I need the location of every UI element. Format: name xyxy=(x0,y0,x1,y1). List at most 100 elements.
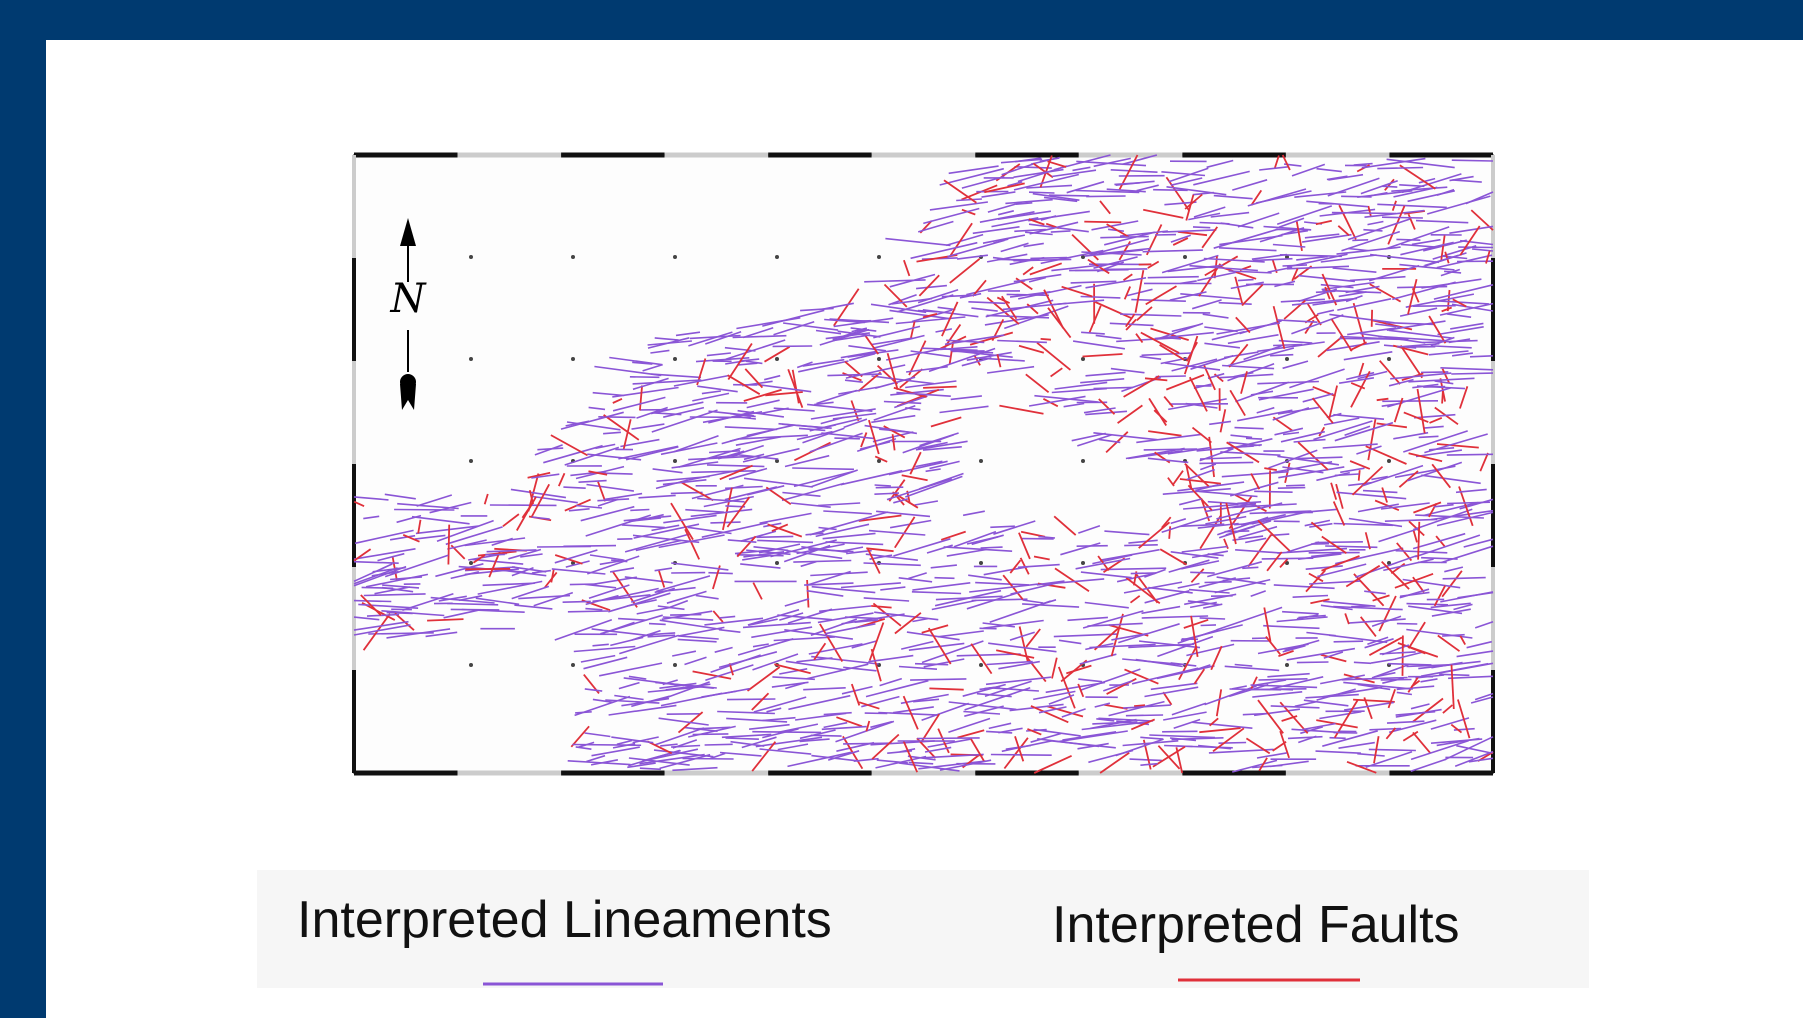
lineament xyxy=(708,573,732,574)
lineament xyxy=(1330,738,1346,739)
lineament xyxy=(1382,401,1438,402)
lineament xyxy=(705,744,733,745)
grid-dot xyxy=(469,255,473,259)
grid-dot xyxy=(1285,663,1289,667)
lineament xyxy=(1297,662,1329,663)
lineament xyxy=(575,712,592,713)
lineament xyxy=(1382,217,1423,218)
figure: N Interpreted Lineaments Interpreted Fau… xyxy=(0,0,1803,1018)
grid-dot xyxy=(571,663,575,667)
lineament xyxy=(362,587,394,588)
lineament xyxy=(1164,746,1192,747)
grid-dot xyxy=(1081,561,1085,565)
grid-dot xyxy=(469,561,473,565)
lineament xyxy=(853,321,871,322)
lineament xyxy=(757,536,794,537)
lineament xyxy=(693,734,729,735)
grid-dot xyxy=(877,255,881,259)
grid-dot xyxy=(1387,459,1391,463)
lineament xyxy=(1273,345,1302,346)
lineament xyxy=(1451,373,1493,374)
fault xyxy=(1084,222,1121,223)
fault xyxy=(1041,339,1051,340)
lineament xyxy=(1238,280,1254,281)
lineament xyxy=(1126,715,1163,716)
lineament xyxy=(1382,186,1397,187)
lineament xyxy=(1086,196,1125,197)
lineament xyxy=(1225,531,1250,532)
lineament xyxy=(874,493,899,494)
lineament xyxy=(649,624,666,625)
lineament xyxy=(727,699,775,700)
grid-dot xyxy=(1081,357,1085,361)
grid-dot xyxy=(469,459,473,463)
lineament xyxy=(630,510,649,511)
lineament xyxy=(1201,625,1216,626)
lineament xyxy=(1235,428,1264,429)
lineament xyxy=(981,547,1003,548)
lineament xyxy=(1354,662,1371,663)
fault xyxy=(448,525,449,565)
grid-dot xyxy=(979,561,983,565)
lineament xyxy=(1396,239,1420,240)
grid-dot xyxy=(1387,357,1391,361)
lineament xyxy=(1332,213,1396,214)
lineament xyxy=(875,485,891,486)
lineament xyxy=(1278,488,1305,489)
fault xyxy=(1359,470,1360,481)
lineament xyxy=(1156,376,1186,377)
grid-dot xyxy=(673,357,677,361)
lineament xyxy=(1351,606,1370,607)
grid-dot xyxy=(775,561,779,565)
fault xyxy=(1169,526,1170,539)
lineament xyxy=(1049,195,1089,196)
grid-dot xyxy=(1081,459,1085,463)
lineament xyxy=(1419,436,1439,437)
lineament xyxy=(1245,689,1306,690)
lineament xyxy=(935,578,955,579)
lineament xyxy=(1334,641,1364,642)
lineament xyxy=(1199,462,1253,463)
lineament xyxy=(1470,356,1493,357)
grid-dot xyxy=(673,459,677,463)
lineament xyxy=(563,487,585,488)
lineament xyxy=(1254,491,1292,492)
grid-dot xyxy=(571,255,575,259)
lineament xyxy=(1148,277,1199,278)
grid-dot xyxy=(1285,357,1289,361)
lineament xyxy=(1162,731,1197,732)
lineament xyxy=(394,510,454,511)
lineament xyxy=(843,743,892,744)
grid-dot xyxy=(469,357,473,361)
lineament xyxy=(1153,190,1188,191)
north-label: N xyxy=(390,276,428,322)
lineament xyxy=(1452,160,1493,161)
lineament xyxy=(1242,567,1258,568)
lineament xyxy=(1413,306,1456,307)
grid-dot xyxy=(979,663,983,667)
lineament xyxy=(1200,618,1226,619)
lineament xyxy=(640,768,661,769)
lineament xyxy=(630,377,660,378)
fault xyxy=(1418,522,1419,560)
lineament xyxy=(354,601,391,602)
lineament xyxy=(1077,546,1108,547)
lineament xyxy=(563,601,591,602)
lineament xyxy=(917,738,979,739)
lineament xyxy=(670,615,701,616)
grid-dot xyxy=(469,663,473,667)
lineament xyxy=(537,547,591,548)
fault xyxy=(1442,391,1443,403)
lineament xyxy=(1439,674,1469,675)
grid-dot xyxy=(775,357,779,361)
lineament xyxy=(1144,449,1197,450)
lineament xyxy=(737,555,784,556)
legend-label: Interpreted Lineaments xyxy=(297,891,832,949)
lineament xyxy=(710,522,740,523)
legend-label: Interpreted Faults xyxy=(1052,896,1460,954)
lineament xyxy=(1447,454,1493,455)
lineament xyxy=(1286,485,1305,486)
grid-dot xyxy=(673,255,677,259)
lineament xyxy=(990,526,1015,527)
grid-dot xyxy=(571,357,575,361)
